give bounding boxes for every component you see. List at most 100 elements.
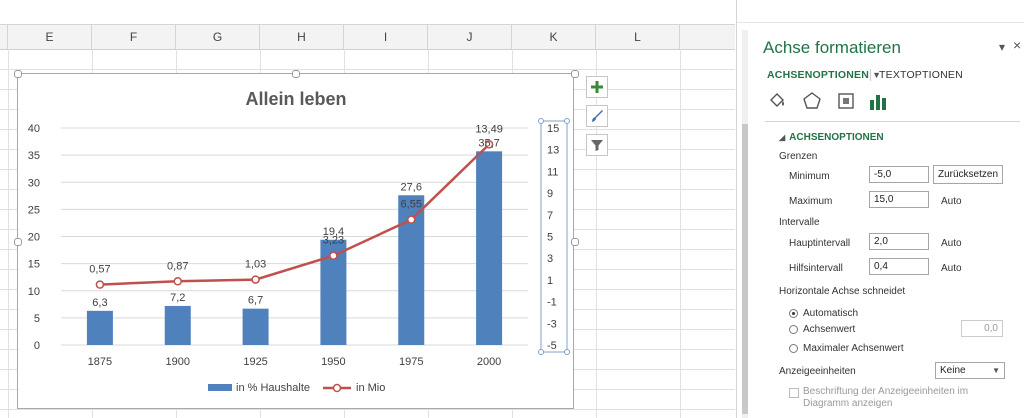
chart-object[interactable]: Allein leben 6,3 7,2 6,7 19,4 27,6 35,7 0,57 0,… (17, 73, 574, 409)
tab-axis-options[interactable]: ACHSENOPTIONEN ▼ (767, 69, 881, 81)
radio-axis-value[interactable] (789, 325, 798, 334)
major-unit-input[interactable]: 2,0 (869, 233, 929, 250)
minor-unit-input[interactable]: 0,4 (869, 258, 929, 275)
bar (164, 305, 191, 345)
format-axis-panel[interactable]: Achse formatieren ▾ × ACHSENOPTIONEN ▼ T… (736, 0, 1024, 418)
column-letter: E (45, 30, 54, 44)
column-header-f[interactable]: F (92, 25, 176, 49)
right-axis-tick-label: -3 (547, 318, 557, 330)
column-letter: G (212, 30, 223, 44)
right-axis-tick-label: -5 (547, 340, 557, 352)
resize-handle-tl[interactable] (14, 70, 22, 78)
column-header-i[interactable]: I (344, 25, 428, 49)
combo-chart: Allein leben 6,3 7,2 6,7 19,4 27,6 35,7 0,57 0,… (28, 89, 570, 394)
line-point (173, 277, 182, 286)
radio-automatic[interactable] (789, 309, 798, 318)
collapse-icon: ◢ (779, 133, 786, 142)
horizontal-cross-heading: Horizontale Achse schneidet (779, 286, 906, 297)
x-axis-tick-label: 1900 (166, 356, 190, 368)
bar-data-label: 6,3 (92, 297, 107, 309)
right-axis-tick-label: 9 (547, 188, 553, 200)
bar (86, 310, 113, 345)
size-properties-icon[interactable] (835, 90, 857, 112)
close-icon[interactable]: × (1013, 37, 1022, 53)
column-letter: F (129, 30, 138, 44)
maximum-label: Maximum (789, 196, 833, 207)
x-axis-tick-label: 2000 (477, 356, 501, 368)
section-axis-options[interactable]: ◢ ACHSENOPTIONEN (779, 132, 884, 143)
line-point (484, 140, 494, 149)
brush-icon (592, 110, 603, 122)
right-axis-tick-label: 5 (547, 232, 553, 244)
show-units-label: Beschriftung der Anzeigeeinheiten im Dia… (803, 386, 969, 409)
chart-elements-button[interactable] (586, 76, 608, 98)
right-axis-selection (540, 120, 568, 353)
maximum-input[interactable]: 15,0 (869, 191, 929, 208)
left-axis-tick-label: 15 (28, 259, 40, 271)
display-units-select[interactable]: Keine ▼ (935, 362, 1005, 379)
show-units-checkbox[interactable] (789, 388, 799, 398)
line-data-label: 0,57 (89, 264, 110, 276)
reset-button[interactable]: Zurücksetzen (933, 165, 1003, 184)
tab-text-options[interactable]: TEXTOPTIONEN (879, 69, 963, 81)
left-axis-tick-label: 5 (34, 313, 40, 325)
line-data-label: 3,23 (323, 235, 344, 247)
resize-handle-r[interactable] (571, 238, 579, 246)
bounds-heading: Grenzen (779, 151, 818, 162)
column-header-k[interactable]: K (512, 25, 596, 49)
left-axis-tick-label: 30 (28, 177, 40, 189)
radio-axis-value-label: Achsenwert (803, 324, 856, 335)
axis-value-input[interactable]: 0,0 (961, 320, 1003, 337)
fill-line-icon[interactable] (767, 90, 789, 112)
plus-icon (591, 81, 603, 93)
column-letter: H (297, 30, 306, 44)
minor-auto-label: Auto (941, 263, 962, 274)
line-point (251, 275, 260, 284)
left-axis-tick-label: 20 (28, 232, 40, 244)
line-point (95, 280, 105, 289)
major-unit-label: Hauptintervall (789, 238, 851, 249)
column-header-e[interactable]: E (8, 25, 92, 49)
left-axis-tick-label: 25 (28, 204, 40, 216)
column-letter: I (383, 30, 388, 44)
column-header-j[interactable]: J (428, 25, 512, 49)
right-axis-handle (538, 349, 544, 355)
line-data-label: 13,49 (475, 123, 503, 135)
column-header-g[interactable]: G (176, 25, 260, 49)
resize-handle-tr[interactable] (571, 70, 579, 78)
right-axis-tick-label: 3 (547, 253, 553, 265)
left-axis-tick-label: 40 (28, 123, 40, 135)
chart-title[interactable]: Allein leben (245, 89, 346, 109)
x-axis-tick-label: 1875 (88, 356, 112, 368)
column-header-d[interactable]: D (0, 25, 8, 49)
minimum-label: Minimum (789, 171, 830, 182)
major-auto-label: Auto (941, 238, 962, 249)
right-axis-tick-label: -1 (547, 297, 557, 309)
panel-options-icon[interactable]: ▾ (999, 40, 1006, 54)
right-axis-tick-label: 15 (547, 123, 559, 135)
bar (242, 308, 269, 345)
right-axis-handle (564, 349, 570, 355)
radio-maximum-value-label: Maximaler Achsenwert (803, 343, 904, 354)
minimum-input[interactable]: -5,0 (869, 166, 929, 183)
bar-data-label: 35,7 (478, 137, 499, 149)
left-axis-tick-label: 0 (34, 340, 40, 352)
column-header-l[interactable]: L (596, 25, 680, 49)
panel-scrollbar[interactable] (742, 30, 748, 418)
maximum-auto-label: Auto (941, 196, 962, 207)
chart-styles-button[interactable] (586, 105, 608, 127)
resize-handle-l[interactable] (14, 238, 22, 246)
chevron-down-icon: ▼ (992, 366, 1000, 375)
bar (476, 151, 503, 345)
chart-filter-button[interactable] (586, 134, 608, 156)
right-axis-tick-label: 7 (547, 210, 553, 222)
column-header-h[interactable]: H (260, 25, 344, 49)
radio-maximum-value[interactable] (789, 344, 798, 353)
column-letter: L (634, 30, 641, 44)
axis-options-icon[interactable] (867, 90, 889, 112)
panel-title: Achse formatieren (763, 38, 901, 57)
effects-icon[interactable] (801, 90, 823, 112)
line-data-label: 1,03 (245, 259, 266, 271)
resize-handle-t[interactable] (292, 70, 300, 78)
worksheet-area[interactable]: D E F G H I J K L Allein leben 6,3 7,2 6,7… (0, 0, 735, 418)
